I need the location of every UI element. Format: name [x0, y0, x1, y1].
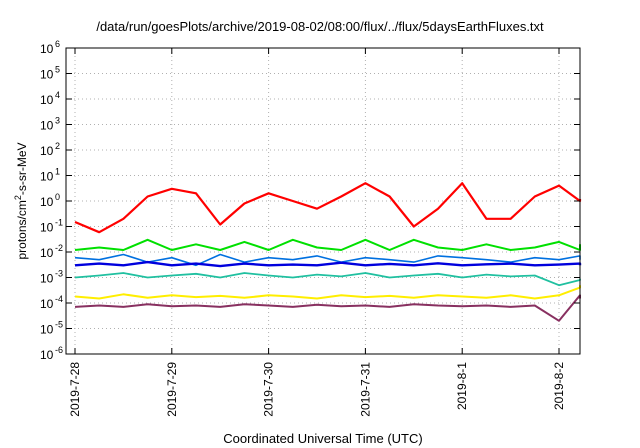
y-tick-label: 10 -4	[40, 294, 63, 311]
series-line-0	[74, 182, 582, 234]
x-tick-label: 2019-7-30	[262, 362, 276, 417]
series-line-4	[74, 272, 581, 287]
y-tick-exponent: 6	[55, 39, 60, 49]
y-tick-label: 10 -5	[40, 320, 63, 337]
x-tick-label: 2019-7-29	[165, 362, 179, 417]
y-tick-exponent: -6	[55, 345, 63, 355]
y-tick-label: 10 6	[40, 39, 60, 56]
y-tick-exponent: -3	[55, 269, 63, 279]
series-line-6	[74, 294, 581, 322]
grid-lines	[66, 48, 580, 354]
y-tick-label: 10 -1	[40, 218, 63, 235]
x-tick-label: 2019-7-28	[68, 362, 82, 417]
chart-title: /data/run/goesPlots/archive/2019-08-02/0…	[96, 19, 544, 34]
y-tick-label: 10 3	[40, 116, 60, 133]
y-tick-exponent: 5	[55, 65, 60, 75]
x-tick-label: 2019-8-1	[455, 362, 469, 410]
y-tick-label: 10 -2	[40, 243, 63, 260]
y-tick-exponent: 2	[55, 141, 60, 151]
y-tick-exponent: -4	[55, 294, 63, 304]
x-axis-ticks: 2019-7-28 2019-7-29 2019-7-30 2019-7-31 2019…	[68, 48, 566, 417]
y-tick-exponent: 4	[55, 90, 60, 100]
y-tick-exponent: 0	[55, 192, 60, 202]
y-tick-exponent: -1	[55, 218, 63, 228]
y-tick-exponent: 1	[55, 167, 60, 177]
y-tick-label: 10 -6	[40, 345, 63, 362]
y-tick-label: 10 4	[40, 90, 60, 107]
y-tick-exponent: -5	[55, 320, 63, 330]
data-series	[74, 182, 582, 322]
y-tick-label: 10 0	[40, 192, 60, 209]
series-line-5	[74, 285, 581, 300]
series-line-3	[74, 260, 582, 268]
y-tick-label: 10 2	[40, 141, 60, 158]
y-axis-ticks: 10 -610 -510 -410 -310 -210 -110 010 110 210 310 41…	[40, 39, 580, 362]
x-axis-label: Coordinated Universal Time (UTC)	[223, 431, 423, 446]
y-tick-exponent: -2	[55, 243, 63, 253]
x-tick-label: 2019-8-2	[552, 362, 566, 410]
y-tick-exponent: 3	[55, 116, 60, 126]
y-tick-label: 10 5	[40, 65, 60, 82]
x-tick-label: 2019-7-31	[358, 362, 372, 417]
y-axis-label-box: protons/cm2-s-sr-MeV	[12, 48, 30, 354]
y-axis-label: protons/cm2-s-sr-MeV	[13, 142, 29, 260]
y-tick-label: 10 1	[40, 167, 60, 184]
series-line-1	[74, 238, 581, 251]
y-tick-label: 10 -3	[40, 269, 63, 286]
